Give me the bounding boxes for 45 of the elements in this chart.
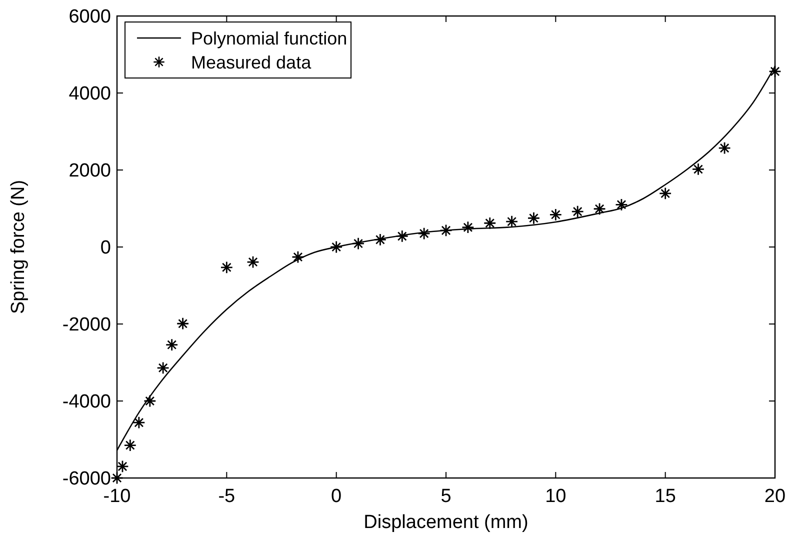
point (124, 438, 137, 452)
point (615, 198, 628, 212)
point (374, 233, 387, 246)
legend-label: Polynomial function (191, 28, 348, 48)
y-tick-label: -2000 (62, 314, 111, 336)
y-tick-label: 2000 (68, 160, 111, 182)
point (132, 416, 146, 429)
point (246, 256, 260, 268)
y-axis-title: Spring force (N) (8, 180, 29, 314)
x-tick-label: 10 (545, 486, 566, 507)
point (593, 202, 606, 216)
point (658, 187, 672, 200)
point (418, 227, 430, 240)
point (144, 394, 156, 408)
point (292, 250, 304, 264)
point (116, 460, 129, 473)
legend-label: Measured data (191, 52, 312, 72)
point (571, 205, 584, 218)
point (156, 362, 170, 374)
point (396, 230, 409, 243)
point (440, 224, 452, 237)
x-tick-label: -5 (218, 486, 236, 507)
point (352, 237, 365, 250)
y-tick-label: -4000 (62, 392, 111, 413)
point (176, 317, 190, 330)
point (768, 65, 782, 78)
point (483, 216, 496, 230)
point (220, 261, 234, 274)
point (718, 142, 731, 154)
point (692, 162, 705, 176)
point (505, 215, 518, 228)
y-tick-label: 0 (100, 238, 111, 259)
point (527, 212, 540, 225)
point (165, 338, 178, 352)
x-tick-label: 0 (331, 486, 342, 507)
x-tick-label: 20 (764, 486, 786, 507)
x-axis-title: Displacement (mm) (364, 512, 528, 533)
point (462, 220, 474, 234)
x-tick-label: 15 (654, 486, 676, 507)
y-tick-label: 6000 (68, 6, 111, 28)
y-tick-label: 4000 (68, 84, 111, 105)
point (330, 240, 343, 254)
x-tick-label: 5 (440, 486, 452, 507)
point (549, 208, 562, 222)
point (110, 472, 124, 484)
